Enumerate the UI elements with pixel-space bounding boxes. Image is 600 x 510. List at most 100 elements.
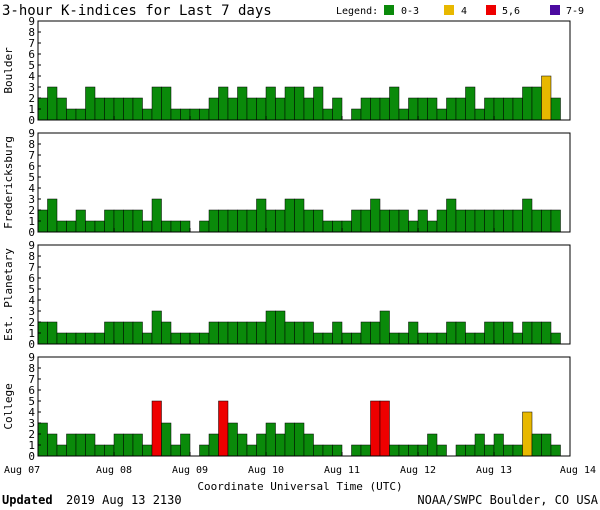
k-index-bar	[199, 108, 210, 121]
k-index-bar	[265, 86, 276, 121]
k-index-bar	[47, 433, 58, 457]
legend-item-5-6: 5,6	[502, 6, 520, 17]
legend-item-4: 4	[461, 6, 467, 17]
k-index-bar	[142, 108, 153, 121]
k-index-bar	[113, 209, 124, 233]
y-tick-label: 4	[28, 182, 35, 195]
k-index-bar	[503, 97, 514, 121]
k-index-bar	[332, 97, 343, 121]
y-tick-label: 7	[28, 37, 35, 50]
k-index-bar	[351, 209, 362, 233]
k-index-bar	[531, 433, 542, 457]
k-index-bar	[161, 86, 172, 121]
k-index-bar	[85, 332, 96, 345]
k-index-bar	[522, 411, 533, 457]
legend-swatch-5-6	[486, 5, 496, 15]
k-index-bar	[436, 444, 447, 457]
k-index-bar	[313, 444, 324, 457]
y-tick-label: 8	[28, 250, 35, 263]
k-index-bar	[246, 97, 257, 121]
y-tick-label: 2	[28, 204, 35, 217]
k-index-bar	[180, 332, 191, 345]
k-index-bar	[85, 86, 96, 121]
k-index-bar	[151, 198, 162, 233]
k-index-bar	[465, 209, 476, 233]
k-index-bar	[180, 108, 191, 121]
k-index-bar	[493, 97, 504, 121]
x-tick-label: Aug 12	[400, 465, 436, 476]
y-tick-label: 0	[28, 226, 35, 239]
k-index-bar	[332, 321, 343, 345]
y-tick-label: 3	[28, 305, 35, 318]
k-index-bar	[351, 108, 362, 121]
k-index-bar	[446, 321, 457, 345]
x-tick-label: Aug 13	[476, 465, 512, 476]
k-index-bar	[47, 86, 58, 121]
k-index-bar	[265, 310, 276, 345]
k-index-bar	[284, 422, 295, 457]
legend-item-0-3: 0-3	[401, 6, 419, 17]
k-index-bar	[199, 332, 210, 345]
k-index-bar	[132, 321, 143, 345]
k-index-bar	[379, 400, 390, 457]
panel-frame	[37, 132, 571, 233]
k-index-bar	[85, 433, 96, 457]
y-tick-label: 5	[28, 59, 35, 72]
k-index-bar	[484, 209, 495, 233]
k-index-bar	[313, 209, 324, 233]
panel-name: College	[2, 383, 15, 429]
k-index-bar	[417, 97, 428, 121]
k-index-bar	[227, 422, 238, 457]
y-tick-label: 2	[28, 92, 35, 105]
k-index-bar	[541, 75, 552, 121]
y-tick-label: 5	[28, 171, 35, 184]
panel-frame	[37, 244, 571, 345]
k-index-bar	[550, 444, 561, 457]
k-index-bar	[256, 321, 267, 345]
k-index-bar	[550, 209, 561, 233]
k-index-bar	[322, 444, 333, 457]
k-index-bar	[275, 97, 286, 121]
panel-name: Boulder	[2, 47, 15, 94]
k-index-bar	[294, 86, 305, 121]
y-tick-label: 1	[28, 439, 35, 452]
k-index-bar	[379, 310, 390, 345]
k-index-bar	[522, 198, 533, 233]
k-index-bar	[151, 400, 162, 457]
k-index-bar	[227, 321, 238, 345]
k-index-bar	[303, 209, 314, 233]
k-index-bar	[541, 433, 552, 457]
y-tick-label: 7	[28, 373, 35, 386]
k-index-bar	[455, 209, 466, 233]
legend-item-7-9: 7-9	[566, 6, 584, 17]
k-index-bar	[408, 97, 419, 121]
y-tick-label: 9	[28, 239, 35, 252]
y-tick-label: 7	[28, 261, 35, 274]
k-index-bar	[113, 97, 124, 121]
k-index-bar	[332, 444, 343, 457]
chart-title: 3-hour K-indices for Last 7 days	[2, 3, 272, 19]
k-index-bar	[436, 209, 447, 233]
k-index-bar	[474, 108, 485, 121]
updated-label: Updated	[2, 493, 53, 507]
k-index-bar	[94, 97, 105, 121]
y-tick-label: 5	[28, 283, 35, 296]
legend: Legend: 0-3 4 5,6 7-9	[336, 5, 584, 17]
k-index-bar	[427, 332, 438, 345]
k-index-bar	[170, 444, 181, 457]
k-index-bar	[104, 209, 115, 233]
y-tick-label: 3	[28, 193, 35, 206]
k-index-bar	[455, 321, 466, 345]
k-index-bar	[522, 86, 533, 121]
y-tick-label: 8	[28, 138, 35, 151]
k-index-bar	[104, 97, 115, 121]
k-index-bar	[66, 433, 77, 457]
y-tick-label: 1	[28, 215, 35, 228]
panel-frame	[37, 20, 571, 121]
k-index-bar	[522, 321, 533, 345]
k-index-bar	[446, 198, 457, 233]
k-index-bar	[256, 97, 267, 121]
k-index-bar	[218, 209, 229, 233]
k-index-bar	[503, 444, 514, 457]
k-index-bar	[47, 198, 58, 233]
